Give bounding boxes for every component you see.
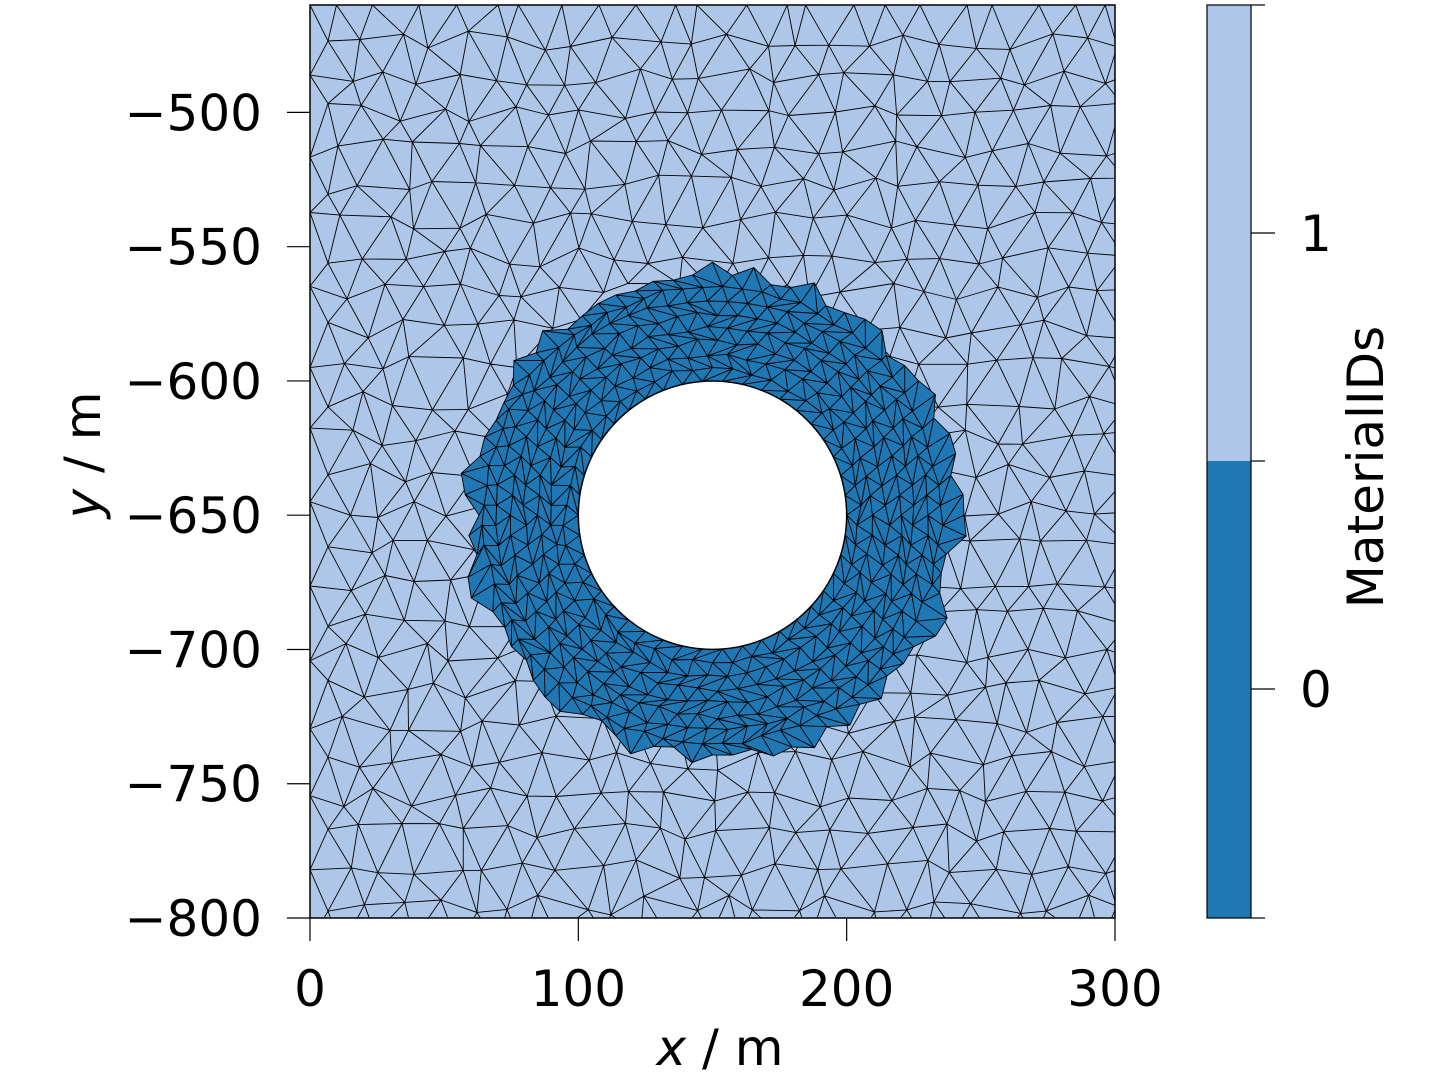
y-tick-label: −600 [125, 353, 262, 411]
cavity-hole [577, 380, 848, 651]
x-tick-label: 0 [294, 960, 326, 1018]
triangular-mesh [310, 5, 1115, 918]
colorbar-tick-label-1: 1 [1300, 205, 1332, 263]
y-tick-label: −500 [125, 84, 262, 142]
colorbar-segment-0 [1207, 461, 1251, 918]
colorbar: 1 0 MaterialIDs [1206, 4, 1395, 919]
y-tick-label: −750 [125, 756, 262, 814]
x-axis-label: x / m [655, 1019, 784, 1077]
y-tick-label: −700 [125, 621, 262, 679]
colorbar-segment-1 [1207, 5, 1251, 461]
y-axis: −500 −550 −600 −650 −700 −750 −800 [125, 84, 310, 948]
material-0-mesh [460, 261, 967, 764]
plot-area [309, 4, 1116, 919]
colorbar-tick-label-0: 0 [1300, 661, 1332, 719]
y-tick-label: −550 [125, 219, 262, 277]
colorbar-label: MaterialIDs [1337, 326, 1395, 608]
x-tick-label: 100 [531, 960, 626, 1018]
x-tick-label: 200 [799, 960, 894, 1018]
y-axis-label: y / m [54, 392, 112, 521]
y-tick-label: −650 [125, 487, 262, 545]
plot-frame [309, 4, 1116, 919]
material-1-mesh [310, 5, 1115, 918]
x-tick-label: 300 [1067, 960, 1162, 1018]
x-axis: 0 100 200 300 [294, 918, 1163, 1018]
y-tick-label: −800 [125, 890, 262, 948]
